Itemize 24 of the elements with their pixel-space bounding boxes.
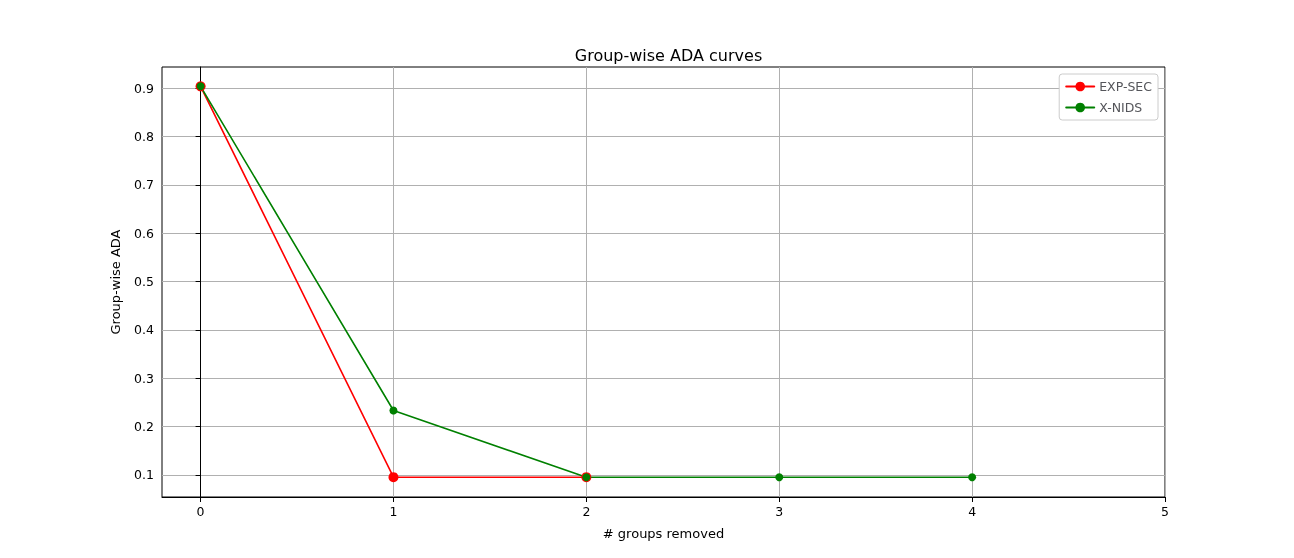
x-tick-label: 1 [389,504,398,519]
y-axis-title: Group-wise ADA [108,229,123,335]
point [968,473,977,482]
x-tick-label: 0 [196,504,205,519]
y-tick-label: 0.8 [134,129,155,145]
point [389,406,398,415]
x-tick-label: 5 [1161,504,1169,519]
y-tick-label: 0.4 [134,322,155,338]
y-tick-label: 0.1 [134,467,154,483]
y-tick-label: 0.7 [134,177,154,193]
y-tick-label: 0.2 [134,418,154,434]
y-tick-label: 0.9 [134,80,155,96]
y-tick-label: 0.3 [134,370,154,386]
y-tick-label: 0.6 [134,225,155,241]
chart-title: Group-wise ADA curves [574,45,763,65]
x-tick-label: 3 [775,504,784,519]
point [388,472,399,483]
point [775,473,784,482]
x-axis-title: # groups removed [602,526,725,541]
y-tick-label: 0.5 [134,274,154,290]
x-tick-label: 2 [582,504,591,519]
legend-label: EXP-SEC [1099,79,1153,94]
x-tick-label: 4 [968,504,977,519]
legend-label: X-NIDS [1099,100,1143,115]
